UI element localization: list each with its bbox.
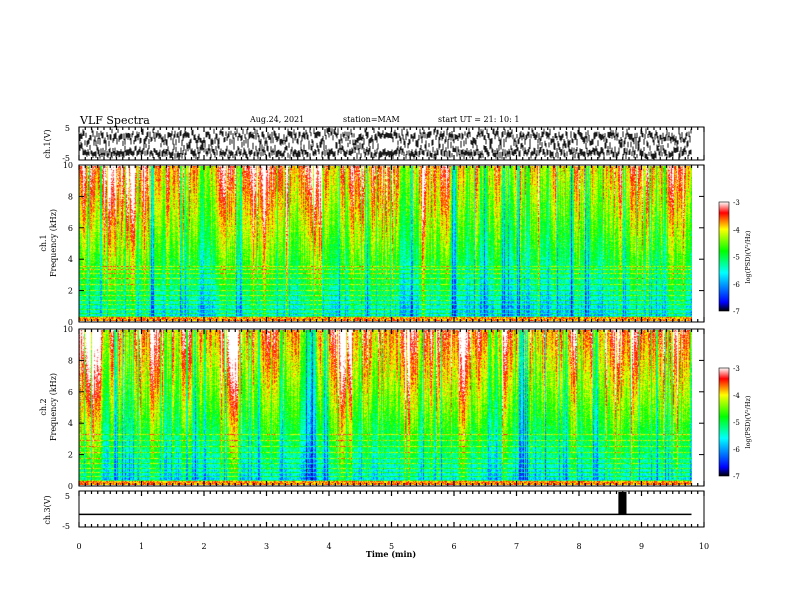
frequency-tick-label: 2 bbox=[68, 451, 73, 460]
frequency-tick-label: 4 bbox=[68, 255, 73, 264]
time-tick-label: 9 bbox=[639, 542, 644, 551]
colorbar-tick-label: -6 bbox=[733, 281, 740, 289]
ch2-frequency-ticks: 0 2 4 6 8 10 bbox=[63, 325, 704, 491]
ch1-waveform-panel: 5 -5 ch.1(V) bbox=[43, 124, 705, 163]
frequency-tick-label: 0 bbox=[68, 318, 73, 327]
ch1-waveform-ylabel: ch.1(V) bbox=[43, 129, 52, 158]
frequency-tick-label: 6 bbox=[68, 388, 73, 397]
frequency-tick-label: 0 bbox=[68, 482, 73, 491]
ch1-spectrogram-panel: 0 2 4 6 8 10 ch.1 Frequency (kHz) bbox=[39, 161, 705, 327]
time-tick-label: 10 bbox=[699, 542, 709, 551]
ch2-channel-label: ch.2 bbox=[39, 398, 48, 415]
ch1-waveform-trace bbox=[79, 128, 692, 159]
colorbar-tick-label: -5 bbox=[733, 254, 740, 262]
time-tick-label: 2 bbox=[201, 542, 206, 551]
ch3-pulse-mark bbox=[618, 492, 627, 515]
start-time-label: start UT = 21: 10: 1 bbox=[438, 115, 520, 124]
station-label: station=MAM bbox=[343, 115, 400, 124]
frequency-tick-label: 8 bbox=[68, 356, 73, 365]
colorbar-tick-label: -7 bbox=[733, 473, 740, 481]
date-label: Aug.24, 2021 bbox=[250, 115, 305, 124]
time-tick-label: 7 bbox=[514, 542, 519, 551]
colorbar-tick-label: -4 bbox=[733, 226, 740, 234]
ch2-spectrogram-panel: 0 2 4 6 8 10 ch.2 Frequency (kHz) bbox=[39, 325, 705, 491]
ch3-waveform-panel: 5 -5 ch.3(V) 0 1 2 3 4 5 6 7 8 9 10 Time (min) bbox=[43, 490, 709, 559]
colorbar-tick-label: -3 bbox=[733, 365, 740, 373]
frequency-tick-label: 8 bbox=[68, 192, 73, 201]
ch2-colorbar: -3 -4 -5 -6 -7 log(PSD)(V²/Hz) bbox=[718, 365, 752, 481]
ch1-frequency-ticks: 0 2 4 6 8 10 bbox=[63, 161, 704, 327]
time-tick-label: 6 bbox=[451, 542, 456, 551]
colorbar-tick-label: -5 bbox=[733, 419, 740, 427]
ch1-ytick-bottom: -5 bbox=[62, 154, 70, 163]
ch2-frequency-ylabel: Frequency (kHz) bbox=[49, 373, 58, 441]
colorbar-tick-label: -7 bbox=[733, 308, 740, 316]
time-tick-label: 3 bbox=[264, 542, 269, 551]
ch1-colorbar-scale bbox=[718, 201, 730, 312]
ch1-ytick-top: 5 bbox=[65, 124, 70, 133]
time-tick-label: 4 bbox=[326, 542, 331, 551]
chart-title: VLF Spectra bbox=[80, 114, 150, 127]
ch1-colorbar-label: log(PSD)(V²/Hz) bbox=[744, 230, 752, 283]
ch2-spectrogram-image bbox=[79, 330, 692, 485]
time-tick-label: 0 bbox=[76, 542, 81, 551]
time-axis-label: Time (min) bbox=[366, 549, 416, 559]
ch1-waveform-bursts bbox=[79, 128, 692, 159]
frequency-tick-label: 4 bbox=[68, 419, 73, 428]
ch1-frequency-ylabel: Frequency (kHz) bbox=[49, 209, 58, 277]
ch3-ytick-bottom: -5 bbox=[62, 522, 70, 531]
time-tick-label: 8 bbox=[576, 542, 581, 551]
colorbar-tick-label: -4 bbox=[733, 392, 740, 400]
ch3-waveform-frame bbox=[78, 490, 705, 528]
ch3-waveform-ylabel: ch.3(V) bbox=[43, 495, 52, 524]
time-tick-label: 1 bbox=[139, 542, 144, 551]
colorbar-tick-label: -3 bbox=[733, 199, 740, 207]
ch1-colorbar: -3 -4 -5 -6 -7 log(PSD)(V²/Hz) bbox=[718, 199, 752, 316]
ch1-spectrogram-image bbox=[79, 166, 692, 321]
ch3-ytick-top: 5 bbox=[65, 492, 70, 501]
frequency-tick-label: 2 bbox=[68, 287, 73, 296]
colorbar-tick-label: -6 bbox=[733, 446, 740, 454]
frequency-tick-label: 10 bbox=[63, 161, 73, 170]
time-tick-label: 5 bbox=[389, 542, 394, 551]
ch1-channel-label: ch.1 bbox=[39, 234, 48, 251]
frequency-tick-label: 10 bbox=[63, 325, 73, 334]
frequency-tick-label: 6 bbox=[68, 224, 73, 233]
ch2-colorbar-label: log(PSD)(V²/Hz) bbox=[744, 395, 752, 448]
ch2-colorbar-scale bbox=[718, 367, 730, 477]
time-axis-ticks: 0 1 2 3 4 5 6 7 8 9 10 bbox=[76, 542, 709, 551]
